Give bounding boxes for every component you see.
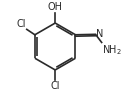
Text: Cl: Cl [50, 81, 60, 91]
Text: Cl: Cl [17, 19, 26, 29]
Text: OH: OH [48, 2, 63, 12]
Text: NH$_2$: NH$_2$ [102, 43, 122, 57]
Text: N: N [96, 29, 103, 39]
